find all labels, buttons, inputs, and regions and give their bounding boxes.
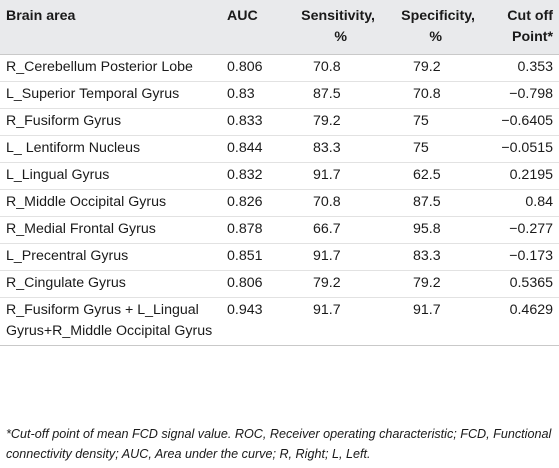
- table-row: R_Fusiform Gyrus + L_Lingual Gyrus+R_Mid…: [0, 297, 559, 346]
- header-specificity-line2: %: [429, 29, 442, 45]
- cell-specificity: 62.5: [379, 162, 479, 190]
- cell-cutoff: 0.4629: [479, 297, 559, 346]
- cell-sensitivity: 79.2: [286, 270, 379, 298]
- cell-cutoff: −0.173: [479, 243, 559, 271]
- cell-sensitivity: 66.7: [286, 216, 379, 244]
- cell-auc: 0.943: [218, 297, 286, 346]
- cell-cutoff: 0.84: [479, 189, 559, 217]
- cell-specificity: 79.2: [379, 54, 479, 82]
- table-row: L_Lingual Gyrus 0.832 91.7 62.5 0.2195: [0, 162, 559, 190]
- header-cutoff-line2: Point*: [512, 29, 553, 45]
- cell-brain-area: R_Fusiform Gyrus + L_Lingual Gyrus+R_Mid…: [0, 297, 218, 346]
- cell-brain-area: R_Cingulate Gyrus: [0, 270, 218, 298]
- header-sensitivity-line2: %: [334, 29, 347, 45]
- table-row: R_Fusiform Gyrus 0.833 79.2 75 −0.6405: [0, 108, 559, 136]
- cell-sensitivity: 70.8: [286, 189, 379, 217]
- table-footnote: *Cut-off point of mean FCD signal value.…: [6, 427, 552, 461]
- cell-specificity: 75: [379, 135, 479, 163]
- cell-brain-area: L_Superior Temporal Gyrus: [0, 81, 218, 109]
- table-row: L_ Lentiform Nucleus 0.844 83.3 75 −0.05…: [0, 135, 559, 163]
- cell-sensitivity: 79.2: [286, 108, 379, 136]
- cell-specificity: 75: [379, 108, 479, 136]
- cell-specificity: 87.5: [379, 189, 479, 217]
- cell-cutoff: 0.2195: [479, 162, 559, 190]
- cell-sensitivity: 83.3: [286, 135, 379, 163]
- header-specificity-line1: Specificity,: [401, 8, 475, 24]
- cell-sensitivity: 87.5: [286, 81, 379, 109]
- table-row: R_Cingulate Gyrus 0.806 79.2 79.2 0.5365: [0, 270, 559, 298]
- cell-sensitivity: 91.7: [286, 297, 379, 346]
- brain-area-roc-table: Brain area AUC Sensitivity, % Specificit…: [0, 0, 559, 346]
- cell-auc: 0.83: [218, 81, 286, 109]
- cell-auc: 0.826: [218, 189, 286, 217]
- cell-sensitivity: 91.7: [286, 162, 379, 190]
- cell-cutoff: 0.5365: [479, 270, 559, 298]
- cell-auc: 0.806: [218, 270, 286, 298]
- cell-cutoff: −0.277: [479, 216, 559, 244]
- table-header: Brain area AUC Sensitivity, % Specificit…: [0, 0, 559, 55]
- cell-auc: 0.878: [218, 216, 286, 244]
- header-sensitivity-line1: Sensitivity,: [301, 8, 375, 24]
- cell-specificity: 70.8: [379, 81, 479, 109]
- cell-auc: 0.844: [218, 135, 286, 163]
- cell-brain-area: L_ Lentiform Nucleus: [0, 135, 218, 163]
- cell-auc: 0.832: [218, 162, 286, 190]
- table-row: L_Precentral Gyrus 0.851 91.7 83.3 −0.17…: [0, 243, 559, 271]
- cell-brain-area: R_Medial Frontal Gyrus: [0, 216, 218, 244]
- header-cutoff-line1: Cut off: [507, 8, 553, 24]
- table-row: R_Medial Frontal Gyrus 0.878 66.7 95.8 −…: [0, 216, 559, 244]
- cell-cutoff: −0.798: [479, 81, 559, 109]
- header-auc-label: AUC: [227, 8, 258, 24]
- header-sensitivity: Sensitivity, %: [286, 0, 379, 55]
- table-row: R_Middle Occipital Gyrus 0.826 70.8 87.5…: [0, 189, 559, 217]
- cell-brain-area: R_Cerebellum Posterior Lobe: [0, 54, 218, 82]
- cell-sensitivity: 70.8: [286, 54, 379, 82]
- cell-specificity: 91.7: [379, 297, 479, 346]
- table-body: R_Cerebellum Posterior Lobe 0.806 70.8 7…: [0, 54, 559, 346]
- cell-cutoff: −0.6405: [479, 108, 559, 136]
- cell-specificity: 95.8: [379, 216, 479, 244]
- cell-auc: 0.806: [218, 54, 286, 82]
- header-brain-area-label: Brain area: [6, 8, 76, 24]
- header-brain-area: Brain area: [0, 0, 218, 55]
- table-row: R_Cerebellum Posterior Lobe 0.806 70.8 7…: [0, 54, 559, 82]
- cell-specificity: 79.2: [379, 270, 479, 298]
- cell-sensitivity: 91.7: [286, 243, 379, 271]
- cell-auc: 0.833: [218, 108, 286, 136]
- header-auc: AUC: [218, 0, 286, 55]
- cell-brain-area: L_Lingual Gyrus: [0, 162, 218, 190]
- cell-brain-area: R_Fusiform Gyrus: [0, 108, 218, 136]
- header-specificity: Specificity, %: [379, 0, 479, 55]
- cell-specificity: 83.3: [379, 243, 479, 271]
- cell-cutoff: −0.0515: [479, 135, 559, 163]
- cell-auc: 0.851: [218, 243, 286, 271]
- results-table-container: Brain area AUC Sensitivity, % Specificit…: [0, 0, 559, 346]
- cell-cutoff: 0.353: [479, 54, 559, 82]
- cell-brain-area: R_Middle Occipital Gyrus: [0, 189, 218, 217]
- header-cutoff: Cut off Point*: [479, 0, 559, 55]
- table-row: L_Superior Temporal Gyrus 0.83 87.5 70.8…: [0, 81, 559, 109]
- header-row: Brain area AUC Sensitivity, % Specificit…: [0, 0, 559, 55]
- cell-brain-area: L_Precentral Gyrus: [0, 243, 218, 271]
